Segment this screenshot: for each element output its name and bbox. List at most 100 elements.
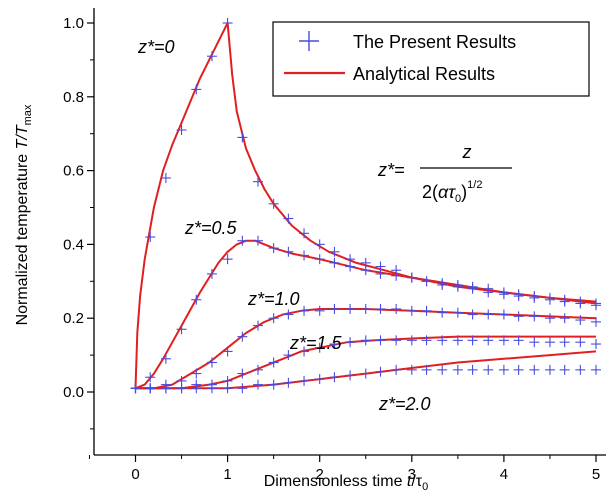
- present-marker: [268, 313, 279, 324]
- present-marker: [529, 364, 540, 375]
- present-marker: [391, 364, 402, 375]
- curve-label-2: z*=1.0: [247, 289, 300, 309]
- present-marker: [145, 383, 156, 394]
- x-tick-label: 0: [131, 466, 139, 483]
- present-marker: [591, 339, 601, 350]
- present-marker: [360, 265, 371, 276]
- present-marker: [222, 18, 233, 28]
- present-marker: [375, 303, 386, 314]
- present-marker: [498, 335, 509, 346]
- formula-numerator: z: [462, 142, 472, 162]
- y-tick-label: 0.6: [63, 163, 84, 180]
- present-marker: [529, 337, 540, 348]
- present-marker: [437, 364, 448, 375]
- legend-item-analytical: Analytical Results: [284, 64, 495, 84]
- x-tick-label: 3: [408, 466, 416, 483]
- y-tick-label: 0.2: [63, 310, 84, 327]
- present-marker: [299, 375, 310, 386]
- present-marker: [145, 372, 156, 383]
- legend-plus-marker: [299, 31, 319, 51]
- present-marker: [513, 291, 524, 302]
- present-marker: [559, 296, 570, 307]
- x-tick-label: 4: [500, 466, 508, 483]
- present-marker: [421, 305, 432, 316]
- present-marker: [160, 172, 171, 183]
- curve-label-0: z*=0: [137, 37, 175, 57]
- present-marker: [483, 309, 494, 320]
- present-marker: [559, 337, 570, 348]
- curve-label-1: z*=0.5: [184, 218, 238, 238]
- present-marker: [268, 379, 279, 390]
- x-tick-label: 1: [223, 466, 231, 483]
- curve-labels: z*=0 z*=0.5 z*=1.0 z*=1.5 z*=2.0: [137, 37, 431, 414]
- present-marker: [237, 368, 248, 379]
- x-tick-label: 2: [316, 466, 324, 483]
- present-marker: [283, 350, 294, 361]
- present-marker: [237, 383, 248, 394]
- analytical-curve-4: [135, 350, 597, 390]
- formula-denominator: 2(ατ0)1/2: [422, 179, 482, 205]
- present-marker: [483, 287, 494, 298]
- present-marker: [421, 335, 432, 346]
- present-marker: [391, 270, 402, 281]
- present-marker: [437, 279, 448, 290]
- x-tick-label: 5: [592, 466, 600, 483]
- present-marker: [544, 294, 555, 305]
- present-marker: [206, 383, 217, 394]
- present-marker: [421, 364, 432, 375]
- present-marker: [299, 250, 310, 261]
- present-marker: [206, 51, 217, 62]
- present-marker: [513, 335, 524, 346]
- present-marker: [237, 235, 248, 246]
- present-marker: [421, 276, 432, 287]
- present-marker: [145, 232, 156, 243]
- y-tick-label: 1.0: [63, 15, 84, 32]
- present-marker: [360, 335, 371, 346]
- present-marker: [299, 346, 310, 357]
- present-marker: [360, 303, 371, 314]
- present-marker: [375, 335, 386, 346]
- legend-label-present: The Present Results: [353, 32, 516, 52]
- present-marker: [467, 283, 478, 294]
- present-marker: [345, 337, 356, 348]
- plot-area: 0 1 2 3 4 5 0.0 0.2 0.4 0.6 0.8 1.0 z*=0 z*=0.5 z*=1…: [63, 8, 606, 483]
- legend-box: [272, 21, 590, 97]
- present-marker: [406, 364, 417, 375]
- y-tick-label: 0.8: [63, 89, 84, 106]
- present-marker: [206, 357, 217, 368]
- present-marker: [513, 364, 524, 375]
- present-marker: [222, 346, 233, 357]
- present-marker: [268, 243, 279, 254]
- present-marker: [345, 370, 356, 381]
- present-marker: [206, 268, 217, 279]
- present-marker: [237, 331, 248, 342]
- analytical-curve-0: [134, 22, 597, 389]
- present-marker: [498, 289, 509, 300]
- y-tick-label: 0.0: [63, 384, 84, 401]
- present-marker: [314, 239, 325, 250]
- present-marker: [222, 383, 233, 394]
- present-marker: [329, 339, 340, 350]
- present-marker: [406, 272, 417, 283]
- present-marker: [406, 335, 417, 346]
- present-marker: [559, 313, 570, 324]
- present-marker: [191, 84, 202, 95]
- present-marker: [498, 364, 509, 375]
- present-marker: [529, 311, 540, 322]
- present-marker: [252, 379, 263, 390]
- present-marker: [283, 377, 294, 388]
- present-marker: [283, 309, 294, 320]
- present-marker: [513, 311, 524, 322]
- present-marker: [160, 353, 171, 364]
- present-marker: [191, 383, 202, 394]
- present-marker: [329, 303, 340, 314]
- x-axis-title: Dimensionless time t/τ0: [264, 473, 429, 493]
- present-marker: [283, 246, 294, 257]
- present-marker: [299, 305, 310, 316]
- present-marker: [391, 303, 402, 314]
- present-marker: [299, 228, 310, 239]
- present-marker: [559, 364, 570, 375]
- present-marker: [483, 364, 494, 375]
- present-marker: [591, 300, 601, 311]
